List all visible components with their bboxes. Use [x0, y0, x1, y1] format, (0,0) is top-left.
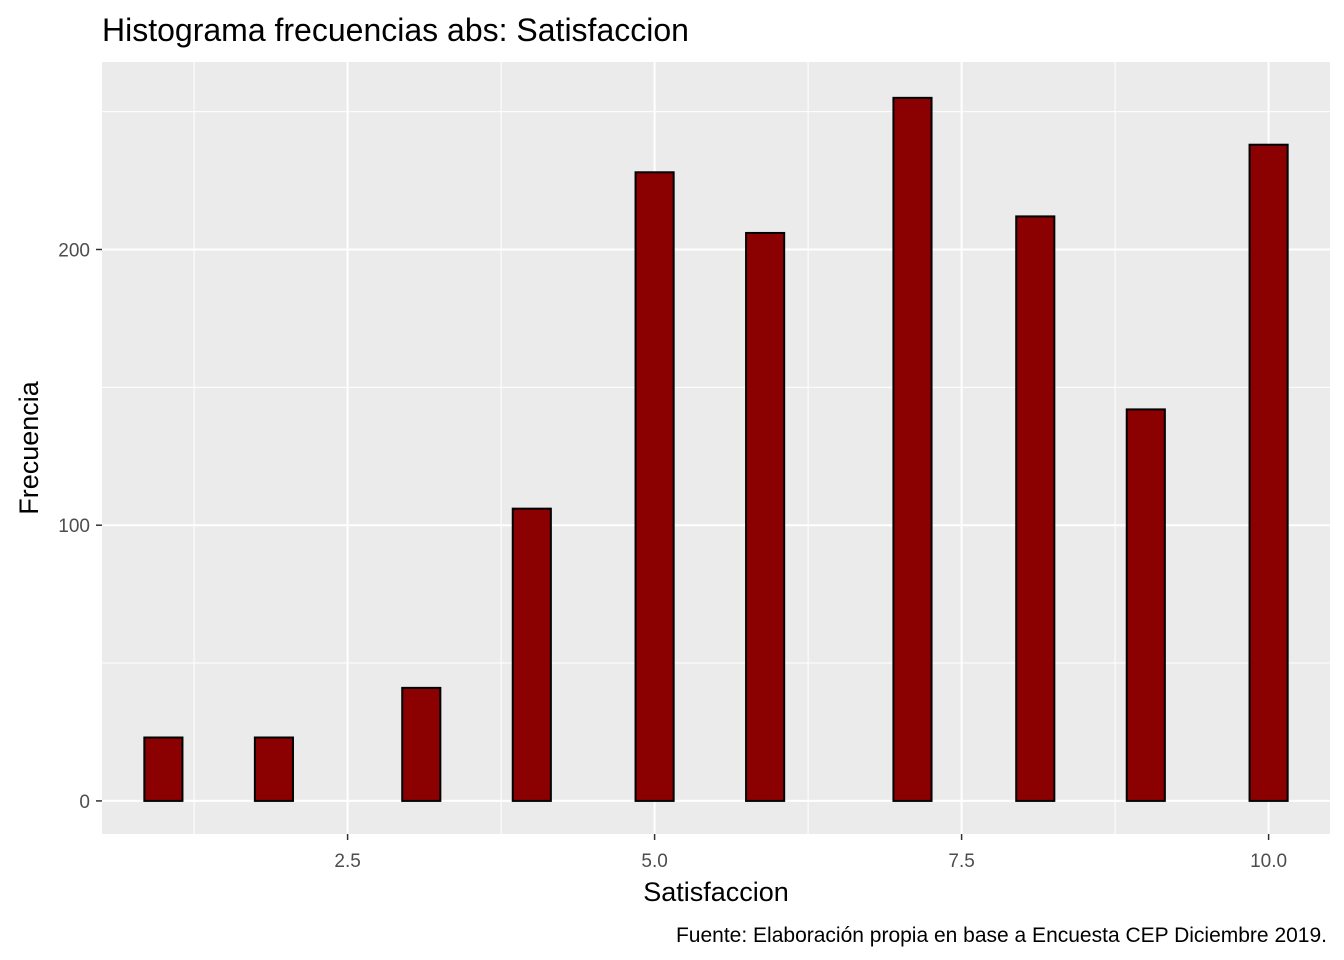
x-axis-title: Satisfaccion — [643, 877, 789, 907]
histogram-bar — [401, 686, 442, 802]
histogram-bar — [143, 736, 184, 802]
histogram-bar — [892, 96, 933, 802]
x-tick-label: 5.0 — [641, 851, 667, 872]
histogram-bar — [1125, 408, 1166, 802]
chart-title: Histograma frecuencias abs: Satisfaccion — [102, 12, 689, 48]
y-tick-label: 200 — [58, 240, 90, 261]
minor-gridlines — [102, 62, 1330, 834]
histogram-bar — [745, 231, 786, 802]
x-tick-label: 7.5 — [948, 851, 974, 872]
histogram-bars — [143, 96, 1289, 802]
y-tick-label: 0 — [79, 792, 90, 813]
histogram-bar — [1248, 143, 1289, 802]
y-axis-ticks: 0 100 200 — [58, 240, 102, 813]
histogram-bar — [511, 507, 552, 802]
histogram-bar — [634, 171, 675, 802]
histogram-bar — [1015, 215, 1056, 802]
x-axis-ticks: 2.5 5.0 7.5 10.0 — [334, 834, 1287, 872]
plot-panel — [102, 62, 1330, 834]
y-axis-title: Frecuencia — [14, 380, 44, 515]
histogram-bar — [253, 736, 294, 802]
x-tick-label: 10.0 — [1250, 851, 1287, 872]
x-tick-label: 2.5 — [334, 851, 360, 872]
y-tick-label: 100 — [58, 516, 90, 537]
source-caption: Fuente: Elaboración propia en base a Enc… — [676, 924, 1327, 947]
